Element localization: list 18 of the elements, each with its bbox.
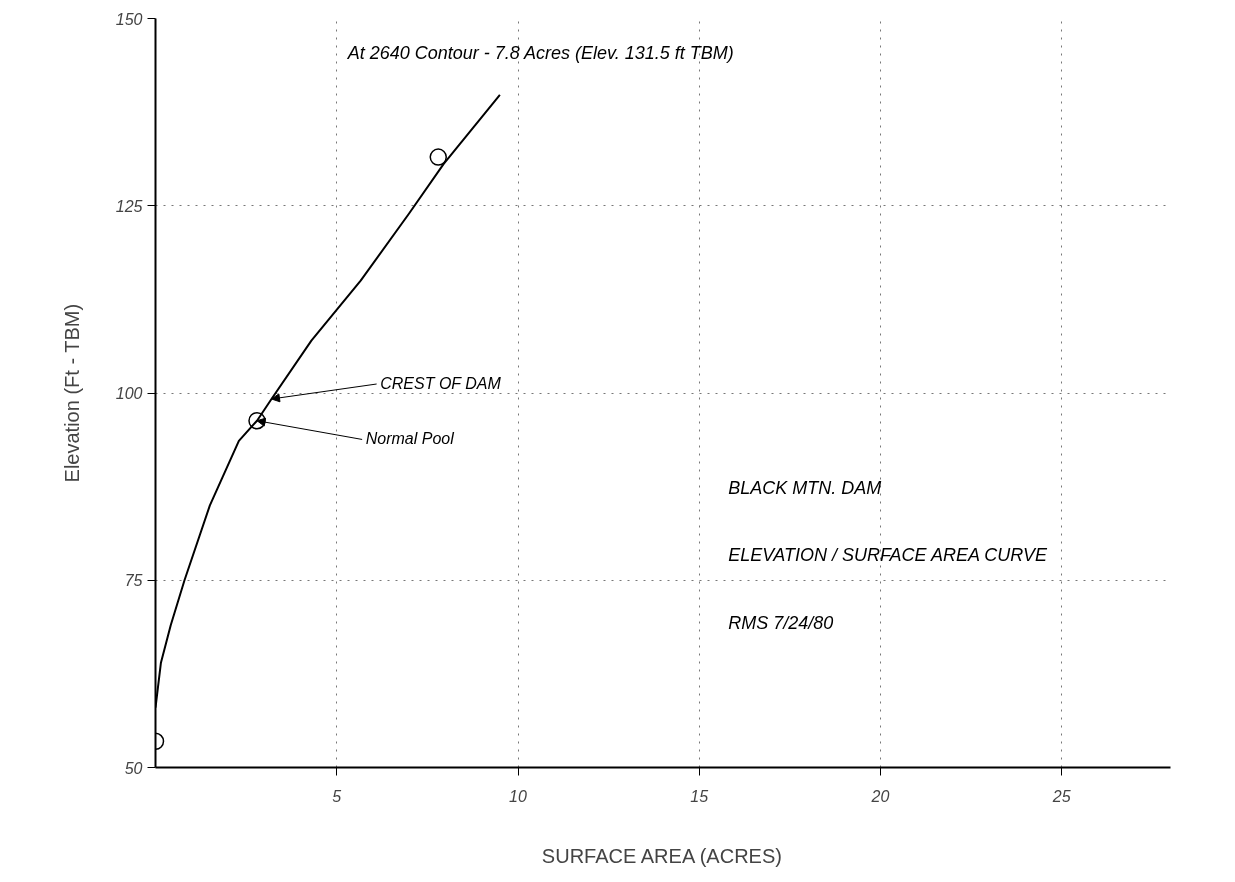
x-tick-label: 25 [1051,787,1071,805]
y-tick-label: 50 [124,759,143,777]
y-tick-label: 150 [115,10,143,28]
y-axis-title: Elevation (Ft - TBM) [60,303,83,483]
annotation: RMS 7/24/80 [728,612,834,633]
x-tick-label: 15 [690,787,709,805]
text: BLACK MTN. DAM [728,477,882,498]
annotation: At 2640 Contour - 7.8 Acres (Elev. 131.5 ft TBM) [346,43,734,64]
y-tick-label: 75 [124,572,143,590]
x-tick-label: 10 [509,787,527,805]
y-tick-label: 125 [115,197,143,215]
y-tick-label: 100 [115,385,143,402]
text: ELEVATION / SURFACE AREA CURVE [728,545,1048,566]
annotation: CREST OF DAM [380,374,502,392]
x-axis-title: SURFACE AREA (ACRES) [541,844,782,867]
x-tick-label: 20 [870,787,890,805]
annotation: Normal Pool [365,429,455,447]
x-tick-label: 5 [332,787,342,805]
